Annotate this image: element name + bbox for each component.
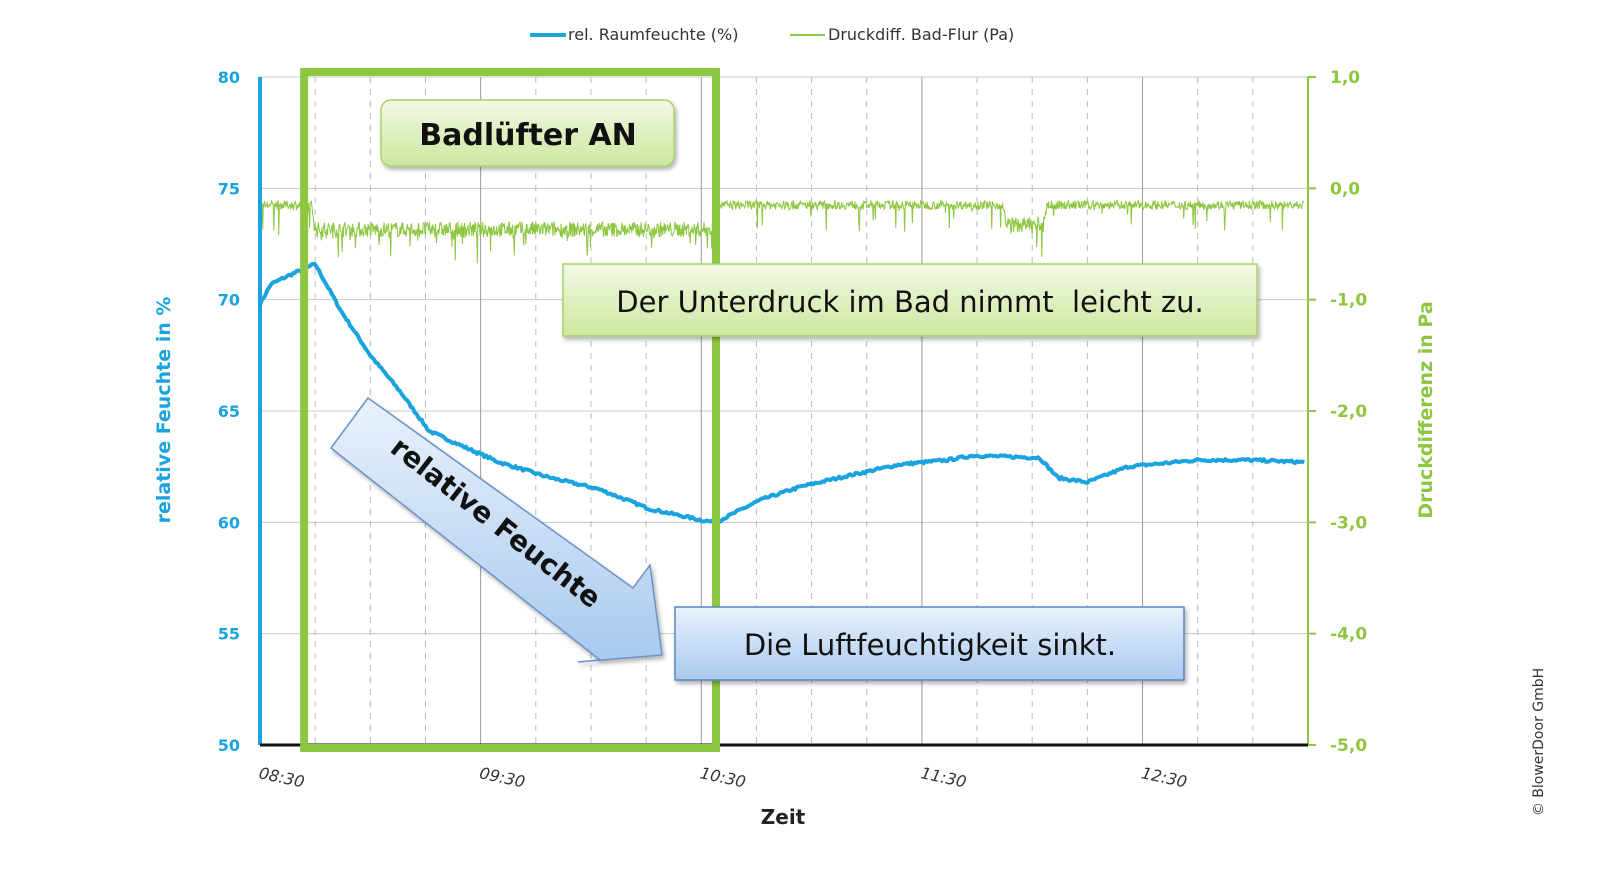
y-left-tick-label: 50 xyxy=(218,736,240,755)
y-right-tick-label: -3,0 xyxy=(1330,513,1367,533)
pressure-note-callout xyxy=(562,263,1258,337)
fan-period-box xyxy=(300,68,720,752)
y-left-tick-label: 60 xyxy=(218,513,240,532)
x-tick-label: 08:30 xyxy=(257,763,306,791)
y-right-tick-label: -1,0 xyxy=(1330,291,1367,311)
y-left-tick-label: 70 xyxy=(218,291,240,310)
axes: 50 -5,0 55 -4,0 60 -3,0 65 -2,0 70 -1,0 75 0,0 80 1,0… xyxy=(218,68,1368,791)
y-right-tick-label: 1,0 xyxy=(1330,68,1360,88)
pressure-series xyxy=(259,199,1304,264)
humidity-line xyxy=(258,261,1305,526)
copyright: © BlowerDoor GmbH xyxy=(1531,668,1547,816)
y-right-tick-label: 0,0 xyxy=(1330,179,1360,199)
legend: rel. Raumfeuchte (%) Druckdiff. Bad-Flur… xyxy=(530,25,1014,44)
arrow-icon xyxy=(329,396,663,663)
pressure-note: Der Unterdruck im Bad nimmt leicht zu. xyxy=(616,285,1203,319)
y-left-tick-label: 55 xyxy=(218,625,240,644)
pressure-line xyxy=(259,199,1304,264)
x-tick-label: 09:30 xyxy=(478,763,527,791)
fan-label: Badlüfter AN xyxy=(419,118,637,153)
legend-label-humidity: rel. Raumfeuchte (%) xyxy=(568,25,738,44)
x-tick-label: 10:30 xyxy=(698,763,747,791)
y-axis-right-title: Druckdifferenz in Pa xyxy=(1415,301,1437,518)
humidity-note: Die Luftfeuchtigkeit sinkt. xyxy=(744,628,1116,662)
x-axis-title: Zeit xyxy=(761,805,806,829)
x-tick-label: 11:30 xyxy=(919,763,968,791)
y-left-tick-label: 75 xyxy=(218,179,240,198)
y-right-tick-label: -4,0 xyxy=(1330,625,1367,645)
x-tick-label: 12:30 xyxy=(1140,763,1189,791)
y-left-tick-label: 80 xyxy=(218,68,240,87)
humidity-note-callout xyxy=(674,606,1185,681)
y-axis-left-title: relative Feuchte in % xyxy=(153,297,175,524)
fan-label-callout xyxy=(380,99,675,167)
y-left-tick-label: 65 xyxy=(218,402,240,421)
legend-label-pressure: Druckdiff. Bad-Flur (Pa) xyxy=(828,25,1014,44)
humidity-series xyxy=(258,261,1305,526)
y-right-tick-label: -5,0 xyxy=(1330,736,1367,756)
y-right-tick-label: -2,0 xyxy=(1330,402,1367,422)
